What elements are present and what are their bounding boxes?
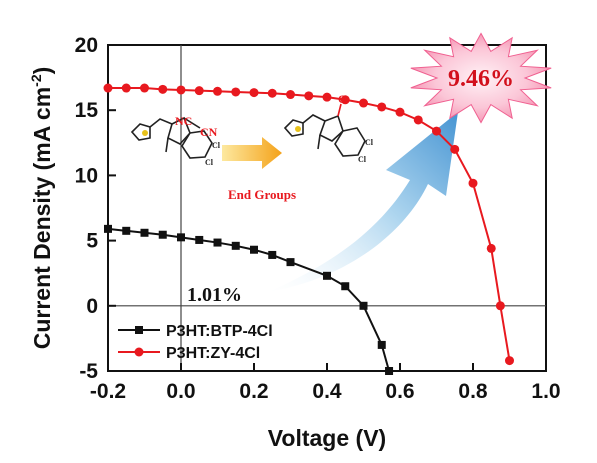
- left-sulfur-atom: [142, 130, 148, 136]
- series-1-point-0: [103, 83, 113, 93]
- left-vinyl-bond: [149, 118, 173, 128]
- series-0-point-3: [158, 230, 167, 239]
- inset-end-groups: [130, 103, 366, 159]
- y-tick-label-3: 10: [75, 164, 98, 187]
- pce-low-label: 1.01%: [187, 284, 242, 306]
- series-0-point-9: [268, 250, 277, 259]
- inset-cl-label-left-1: Cl: [212, 141, 221, 150]
- series-1-point-2: [140, 83, 149, 93]
- improvement-arrow: [268, 112, 458, 292]
- series-0-point-14: [377, 340, 386, 349]
- y-axis-title: Current Density (mA cm-2): [28, 67, 55, 350]
- series-0-point-4: [177, 233, 185, 242]
- y-axis-title-main: Current Density (mA cm: [29, 87, 55, 349]
- right-carbonyl-bond-left: [317, 134, 321, 150]
- inset-cl-label-right-2: Cl: [358, 155, 367, 164]
- axis-ticks: [107, 44, 547, 372]
- series-0-point-7: [231, 241, 240, 250]
- y-axis-title-sup: -2: [28, 74, 44, 87]
- legend-marker-btp: [135, 326, 143, 334]
- legend-marker-zy: [134, 347, 144, 357]
- right-thiophene-ring: [283, 119, 304, 137]
- inset-cn-label: CN: [200, 125, 218, 139]
- x-tick-label-5: 0.8: [458, 380, 488, 403]
- series-1-point-11: [304, 91, 314, 101]
- inset-nc-label: NC: [175, 114, 192, 128]
- series-1-point-20: [468, 178, 478, 188]
- right-indanone-five-ring: [319, 114, 344, 142]
- series-0-point-15: [385, 367, 394, 375]
- left-carbonyl-bond: [165, 137, 169, 153]
- left-benzene-ring: [181, 130, 213, 159]
- series-1-point-19: [450, 144, 460, 154]
- right-carbonyl-bond-top: [337, 103, 342, 117]
- series-1-point-21: [486, 243, 496, 253]
- series-1-point-22: [495, 301, 505, 311]
- series-0-point-13: [359, 301, 368, 310]
- y-tick-label-4: 15: [75, 99, 99, 122]
- y-axis-title-close: ): [29, 67, 55, 75]
- series-1-point-23: [505, 356, 514, 366]
- series-0-point-12: [341, 282, 350, 291]
- left-thiophene-ring: [130, 123, 151, 141]
- inset-cl-label-left-2: Cl: [205, 158, 214, 167]
- y-tick-label-5: 20: [75, 34, 98, 57]
- y-tick-label-2: 5: [86, 230, 98, 253]
- pce-starburst: [410, 32, 552, 124]
- series-1-point-10: [286, 90, 295, 100]
- series-1-point-3: [158, 84, 168, 94]
- series-line-0: [107, 227, 391, 372]
- left-indanone-five-ring: [167, 116, 191, 145]
- series-layer: [103, 83, 514, 375]
- series-1-point-5: [194, 86, 204, 96]
- series-0-point-11: [323, 271, 331, 280]
- series-1-point-16: [395, 107, 405, 117]
- inset-end-groups-label: End Groups: [228, 187, 296, 202]
- legend-label-btp: P3HT:BTP-4Cl: [166, 323, 273, 340]
- series-1-point-4: [176, 85, 186, 95]
- series-1-point-6: [213, 86, 222, 96]
- legend-label-zy: P3HT:ZY-4Cl: [166, 345, 260, 362]
- inset-cl-label-right-1: Cl: [365, 138, 374, 147]
- y-tick-label-1: 0: [86, 295, 98, 318]
- right-benzene-ring: [334, 127, 366, 157]
- legend: P3HT:BTP-4Cl P3HT:ZY-4Cl: [118, 323, 273, 362]
- series-1-point-7: [231, 87, 241, 97]
- series-1-point-9: [267, 88, 277, 98]
- series-0-point-2: [140, 228, 149, 237]
- series-1-point-12: [322, 92, 332, 102]
- series-0-point-10: [286, 258, 295, 267]
- x-tick-label-6: 1.0: [531, 380, 560, 403]
- axis-tick-labels: -0.2 0.0 0.2 0.4 0.6 0.8 1.0 -5 0 5 10 15 20: [75, 34, 561, 403]
- series-0-point-0: [104, 224, 112, 233]
- right-sulfur-atom: [295, 126, 301, 132]
- y-tick-label-0: -5: [79, 360, 98, 383]
- series-0-point-1: [122, 226, 131, 235]
- series-1-point-15: [377, 102, 387, 112]
- x-tick-label-1: 0.0: [166, 380, 195, 403]
- left-nitrile-bond: [183, 117, 201, 129]
- series-1-point-17: [413, 115, 423, 125]
- x-tick-label-2: 0.2: [239, 380, 268, 403]
- series-0-point-8: [250, 245, 258, 254]
- x-axis-title: Voltage (V): [268, 425, 386, 451]
- series-1-point-18: [432, 126, 441, 136]
- x-tick-label-4: 0.6: [385, 380, 414, 403]
- x-tick-label-3: 0.4: [312, 380, 342, 403]
- inset-yellow-arrow: [222, 137, 282, 169]
- right-vinyl-bond: [302, 114, 326, 124]
- pce-high-label: 9.46%: [448, 66, 514, 92]
- series-1-point-8: [249, 88, 259, 98]
- series-1-point-13: [340, 95, 350, 105]
- series-0-point-6: [213, 238, 222, 247]
- series-0-point-5: [195, 235, 204, 244]
- x-tick-label-0: -0.2: [90, 380, 126, 403]
- series-1-point-14: [359, 98, 368, 108]
- series-1-point-1: [121, 83, 131, 93]
- inset-o-label: O: [338, 92, 347, 106]
